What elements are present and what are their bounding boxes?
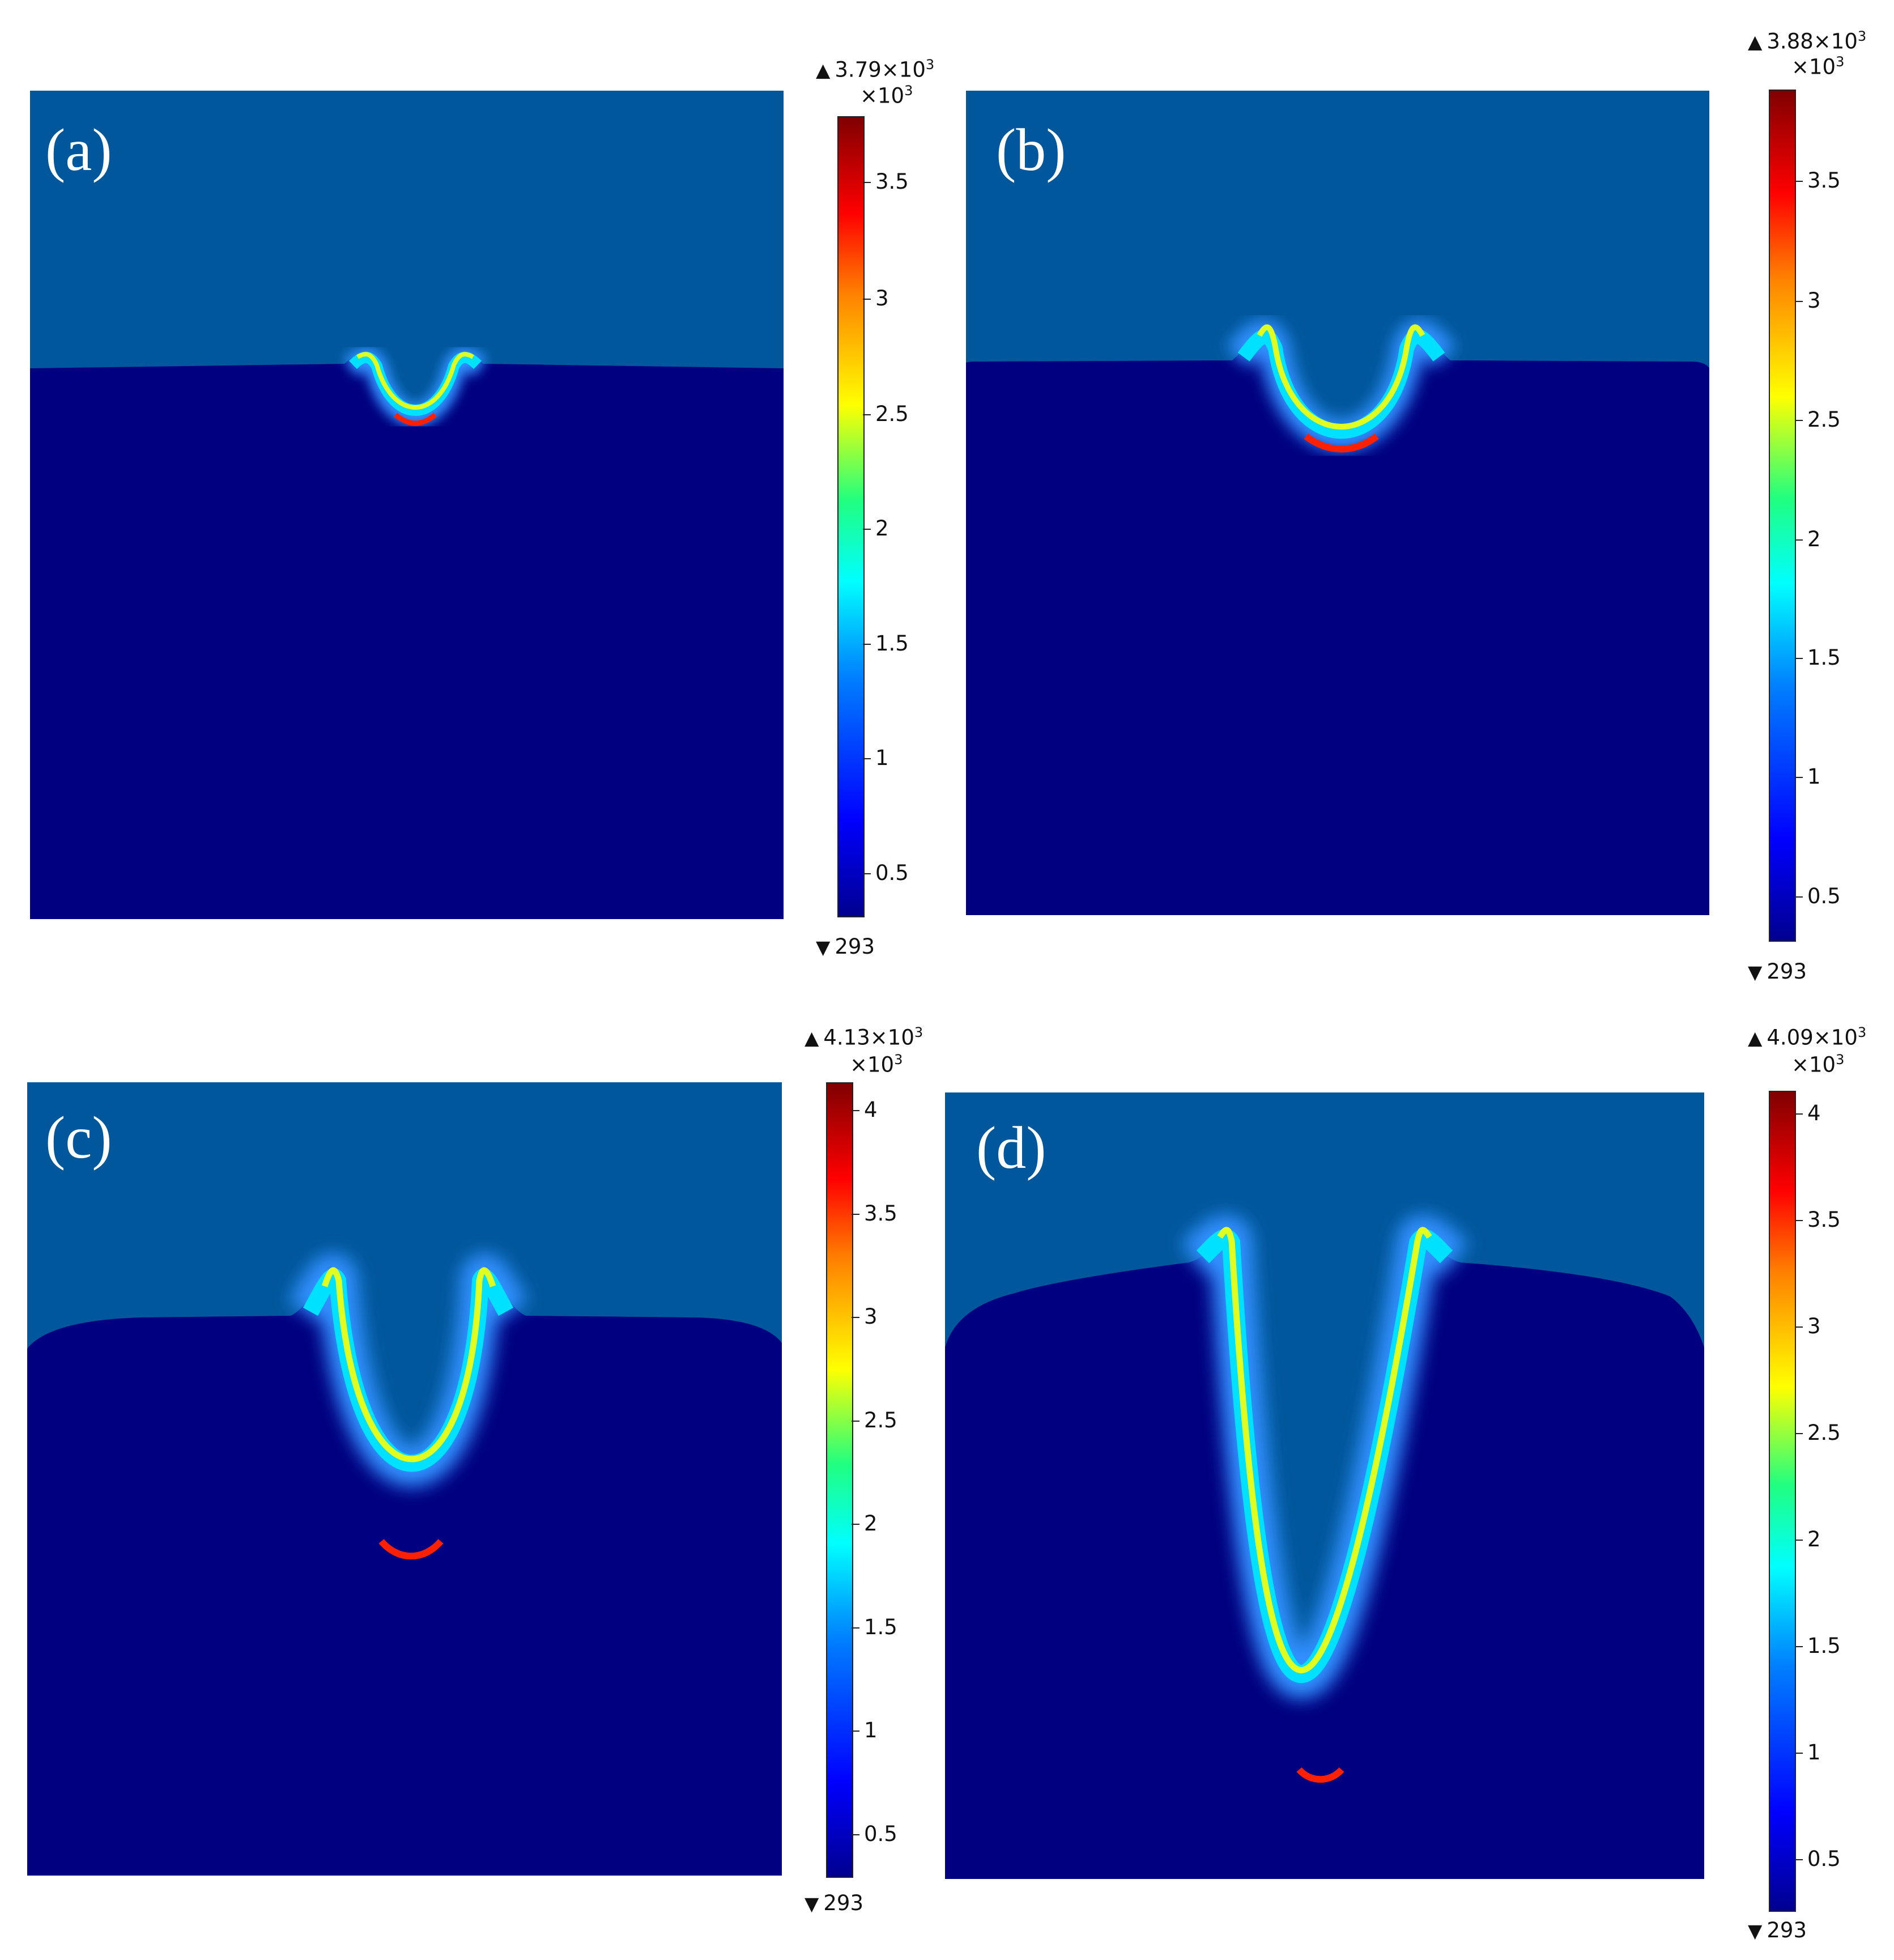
colorbar-b xyxy=(1769,90,1796,942)
tick-b-2.5: 2.5 xyxy=(1795,407,1841,432)
colorbar-min-a: ▼ 293 xyxy=(816,934,875,959)
tick-b-2: 2 xyxy=(1795,527,1821,551)
colorbar-c xyxy=(826,1082,853,1878)
colorbar-max-d: ▲ 4.09×103 xyxy=(1748,1024,1867,1050)
colorbar-scale-b: ×103 xyxy=(1791,54,1845,79)
tick-c-1: 1 xyxy=(852,1718,878,1742)
tick-a-0.5: 0.5 xyxy=(863,861,909,885)
tick-d-0.5: 0.5 xyxy=(1795,1847,1841,1871)
tick-a-3.5: 3.5 xyxy=(863,169,909,194)
panel-label-b: (b) xyxy=(996,117,1066,183)
panel-label-d: (d) xyxy=(976,1115,1046,1181)
tick-c-4: 4 xyxy=(852,1098,878,1122)
tick-d-4: 4 xyxy=(1795,1101,1821,1125)
panel-label-c: (c) xyxy=(45,1104,112,1171)
tick-c-2: 2 xyxy=(852,1511,878,1536)
colorbar-max-a: ▲ 3.79×103 xyxy=(816,57,935,82)
tick-b-3: 3 xyxy=(1795,288,1821,313)
tick-b-0.5: 0.5 xyxy=(1795,884,1841,908)
tick-a-2: 2 xyxy=(863,516,889,541)
colorbar-scale-a: ×103 xyxy=(860,83,913,108)
tick-d-1: 1 xyxy=(1795,1740,1821,1765)
colorbar-max-c: ▲ 4.13×103 xyxy=(805,1024,923,1050)
tick-c-3.5: 3.5 xyxy=(852,1201,897,1226)
tick-d-3: 3 xyxy=(1795,1314,1821,1338)
tick-d-1.5: 1.5 xyxy=(1795,1634,1841,1658)
panel-label-a: (a) xyxy=(45,117,112,183)
colorbar-min-b: ▼ 293 xyxy=(1748,959,1807,984)
tick-d-2.5: 2.5 xyxy=(1795,1421,1841,1445)
colorbar-scale-c: ×103 xyxy=(850,1052,903,1077)
colorbar-d xyxy=(1769,1091,1796,1912)
tick-c-1.5: 1.5 xyxy=(852,1615,897,1639)
colorbar-min-d: ▼ 293 xyxy=(1748,1918,1807,1942)
simulation-d: (d) xyxy=(945,1092,1704,1879)
tick-b-1.5: 1.5 xyxy=(1795,645,1841,670)
tick-c-3: 3 xyxy=(852,1304,878,1329)
tick-b-3.5: 3.5 xyxy=(1795,168,1841,193)
tick-a-3: 3 xyxy=(863,286,889,311)
simulation-c: (c) xyxy=(27,1082,782,1876)
colorbar-max-b: ▲ 3.88×103 xyxy=(1748,28,1867,54)
simulation-b: (b) xyxy=(966,91,1709,915)
tick-d-3.5: 3.5 xyxy=(1795,1208,1841,1232)
tick-b-1: 1 xyxy=(1795,764,1821,789)
colorbar-min-c: ▼ 293 xyxy=(805,1891,864,1915)
simulation-a: (a) xyxy=(30,91,784,919)
tick-d-2: 2 xyxy=(1795,1527,1821,1551)
colorbar-a xyxy=(837,116,865,917)
tick-a-2.5: 2.5 xyxy=(863,402,909,426)
colorbar-scale-d: ×103 xyxy=(1791,1052,1845,1077)
tick-a-1: 1 xyxy=(863,746,889,770)
tick-c-0.5: 0.5 xyxy=(852,1822,897,1846)
tick-a-1.5: 1.5 xyxy=(863,631,909,656)
tick-c-2.5: 2.5 xyxy=(852,1408,897,1432)
